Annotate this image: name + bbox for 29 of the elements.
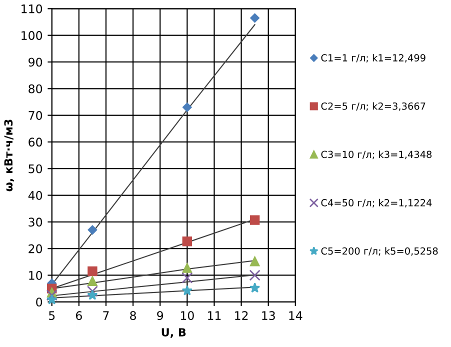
y-tick-label: 90 (28, 58, 42, 67)
x-axis-title: U, В (162, 328, 186, 338)
x-tick-label: 6 (76, 311, 82, 320)
y-tick-label: 80 (28, 84, 42, 94)
legend-label: C5=200 г/л; k5=0,5258 (321, 247, 438, 256)
x-tick-label: 13 (262, 311, 275, 320)
y-tick-label: 30 (28, 218, 42, 227)
y-tick-label: 10 (29, 270, 42, 280)
y-tick-label: 70 (28, 111, 42, 120)
legend-label: C1=1 г/л; k1=12,499 (321, 54, 426, 62)
legend-label: C2=5 г/л; k2=3,3667 (321, 102, 426, 111)
x-tick-label: 14 (289, 311, 302, 320)
x-tick-label: 8 (130, 311, 136, 320)
x-tick-label: 7 (103, 311, 109, 320)
y-tick-label: 100 (22, 31, 42, 40)
legend-label: C3=10 г/л; k3=1,4348 (321, 150, 432, 160)
y-tick-label: 110 (22, 4, 42, 14)
y-tick-label: 20 (28, 244, 42, 254)
y-tick-label: 0 (36, 298, 42, 307)
x-tick-label: 12 (235, 311, 248, 320)
y-tick-label: 50 (28, 164, 42, 174)
y-axis-title: ω, кВт·ч/м3 (4, 120, 14, 192)
legend-label: C4=50 г/л; k2=1,1224 (321, 198, 432, 208)
y-tick-label: 40 (28, 190, 42, 200)
x-tick-label: 9 (157, 311, 164, 320)
x-tick-label: 11 (208, 311, 221, 320)
x-tick-label: 5 (49, 311, 55, 320)
x-tick-label: 10 (180, 311, 194, 320)
y-tick-label: 60 (28, 138, 42, 147)
